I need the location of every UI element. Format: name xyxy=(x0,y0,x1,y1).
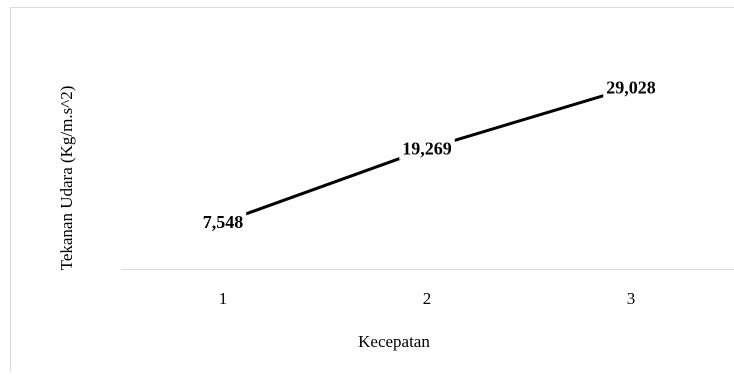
data-label: 19,269 xyxy=(402,139,452,159)
data-label-group: 19,269 xyxy=(399,138,455,160)
data-label: 7,548 xyxy=(203,212,244,232)
x-tick-label: 1 xyxy=(219,289,228,308)
data-label-group: 7,548 xyxy=(200,211,247,233)
x-tick-labels: 1 2 3 xyxy=(219,289,636,308)
x-axis-title: Kecepatan xyxy=(358,332,430,351)
series-line-segment xyxy=(223,149,427,223)
series-line-segment xyxy=(427,87,631,148)
x-tick-label: 3 xyxy=(627,289,636,308)
x-tick-label: 2 xyxy=(423,289,432,308)
data-label-group: 29,028 xyxy=(603,76,659,98)
chart-border xyxy=(11,8,734,373)
y-axis-title: Tekanan Udara (Kg/m.s^2) xyxy=(57,86,76,271)
data-label: 29,028 xyxy=(606,77,656,97)
